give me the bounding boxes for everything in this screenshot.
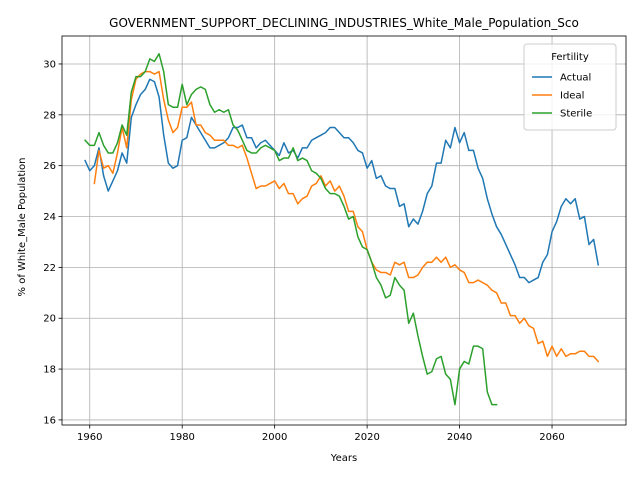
x-tick-label: 2000 bbox=[262, 432, 287, 443]
x-tick-label: 1980 bbox=[169, 432, 194, 443]
y-tick-label: 24 bbox=[43, 212, 56, 223]
legend-frame bbox=[523, 43, 617, 131]
y-tick-label: 26 bbox=[43, 161, 56, 172]
x-tick-label: 2040 bbox=[447, 432, 472, 443]
series-line-actual bbox=[84, 78, 600, 284]
axes: 1960 1980 2000 2020 2040 2060 16 18 20 22 24 26 28 30 bbox=[43, 35, 627, 443]
y-axis-label: % of White_Male Population bbox=[17, 158, 28, 297]
plot-frame bbox=[61, 35, 627, 426]
legend-label-sterile: Sterile bbox=[560, 109, 592, 120]
legend-title: Fertility bbox=[551, 52, 589, 63]
y-tick-label: 28 bbox=[43, 110, 56, 121]
y-tick-label: 30 bbox=[43, 59, 56, 70]
series-line-ideal bbox=[93, 70, 600, 363]
legend-label-ideal: Ideal bbox=[560, 91, 584, 102]
legend: Fertility Actual Ideal Sterile bbox=[523, 43, 617, 131]
x-tick-label: 2060 bbox=[539, 432, 564, 443]
x-axis-label: Years bbox=[330, 453, 357, 464]
x-tick-label: 1960 bbox=[77, 432, 102, 443]
y-tick-label: 18 bbox=[43, 365, 56, 376]
y-tick-label: 22 bbox=[43, 263, 56, 274]
y-tick-label: 16 bbox=[43, 415, 56, 426]
chart-title: GOVERNMENT_SUPPORT_DECLINING_INDUSTRIES_… bbox=[109, 16, 579, 30]
series-lines bbox=[84, 53, 600, 406]
y-tick-label: 20 bbox=[43, 314, 56, 325]
x-tick-label: 2020 bbox=[354, 432, 379, 443]
legend-label-actual: Actual bbox=[560, 73, 591, 84]
series-line-sterile bbox=[84, 53, 498, 406]
